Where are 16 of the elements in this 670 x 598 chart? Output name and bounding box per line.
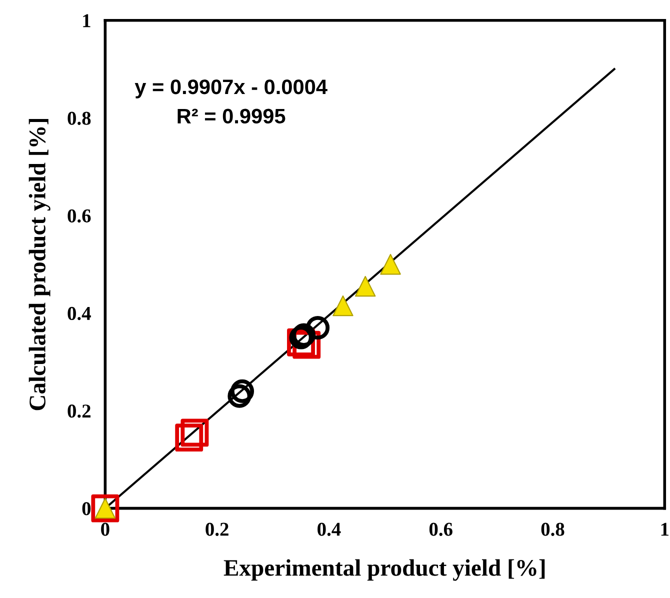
x-tick-label: 0.2 [206, 522, 228, 536]
y-tick-label: 0.4 [68, 306, 91, 320]
y-tick-label: 0.6 [68, 209, 91, 223]
y-tick-label: 1 [83, 14, 90, 28]
x-axis-title: Experimental product yield [%] [224, 559, 545, 581]
y-tick-label: 0.2 [68, 404, 90, 418]
x-tick-label: 0 [101, 522, 110, 536]
x-tick-label: 0.4 [318, 522, 341, 536]
x-tick-label: 0.8 [541, 522, 564, 536]
annotation: R² = 0.9995 [178, 108, 286, 124]
x-tick-label: 0.6 [429, 522, 452, 536]
y-axis-title: Calculated product yield [%] [28, 119, 50, 410]
annotation: y = 0.9907x - 0.0004 [134, 79, 328, 98]
y-tick-label: 0 [82, 502, 91, 516]
x-tick-label: 1 [661, 522, 668, 536]
y-tick-label: 0.8 [68, 112, 91, 125]
